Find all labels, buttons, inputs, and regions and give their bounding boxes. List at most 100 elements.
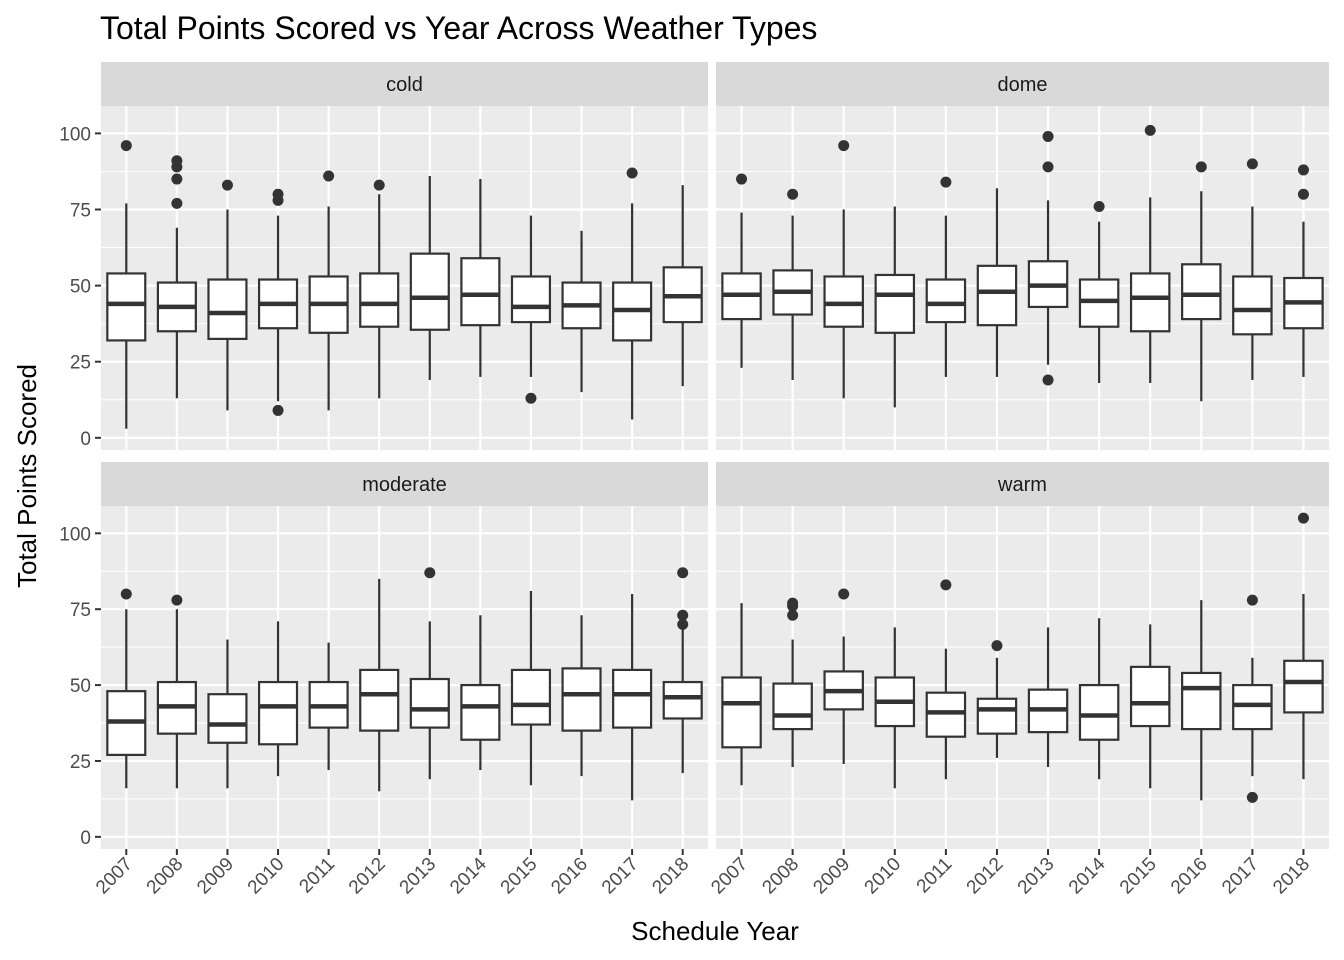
x-tick-label: 2008 <box>143 854 188 899</box>
outlier-point <box>272 188 284 200</box>
outlier-point <box>940 176 952 188</box>
outlier-point <box>272 404 284 416</box>
boxplot-box-2010 <box>874 627 916 789</box>
boxplot-box-2012 <box>976 188 1018 377</box>
boxplot-box-2017 <box>1232 158 1273 380</box>
boxplot-box-2013 <box>1027 130 1069 386</box>
x-tick-label: 2015 <box>1116 854 1161 899</box>
y-tick-label: 25 <box>70 752 91 773</box>
box-iqr <box>561 667 602 732</box>
x-tick-label: 2012 <box>963 854 1008 899</box>
boxplot-box-2014 <box>460 179 501 377</box>
outlier-point <box>838 588 850 600</box>
boxplot-box-2016 <box>1181 600 1222 801</box>
box-iqr <box>510 275 552 324</box>
y-tick-label: 0 <box>80 828 91 849</box>
boxplot-box-2015 <box>1129 624 1171 789</box>
outlier-point <box>1042 130 1054 142</box>
x-tick-label: 2010 <box>244 854 289 899</box>
box-iqr <box>1283 659 1324 714</box>
panel-background <box>716 106 1329 450</box>
facets-layer: cold 0 25 50 75 100 dome moderate 0 25 50 75 100 2007… <box>59 62 1329 898</box>
x-tick-label: 2010 <box>861 854 906 899</box>
boxplot-box-2011 <box>925 579 967 780</box>
y-axis-title: Total Points Scored <box>12 364 42 588</box>
outlier-point <box>1297 512 1309 524</box>
boxplot-box-2012 <box>976 640 1018 758</box>
y-tick-label: 75 <box>70 600 91 621</box>
box-iqr <box>1181 671 1222 731</box>
outlier-point <box>171 594 183 606</box>
box-iqr <box>612 668 653 729</box>
boxplot-box-2013 <box>409 176 450 380</box>
facet-strip <box>101 462 708 506</box>
boxplot-box-2007 <box>721 603 762 786</box>
outlier-point <box>1246 158 1258 170</box>
boxplot-box-2013 <box>1027 627 1069 768</box>
x-tick-label: 2007 <box>92 854 137 899</box>
x-tick-label: 2013 <box>1014 854 1059 899</box>
box-iqr <box>207 693 248 744</box>
x-tick-label: 2016 <box>1167 854 1212 899</box>
x-tick-label: 2015 <box>497 854 542 899</box>
boxplot-box-2011 <box>925 176 967 377</box>
facet-strip <box>716 462 1329 506</box>
boxplot-box-2016 <box>561 615 602 777</box>
outlier-point <box>787 609 799 621</box>
outlier-point <box>677 609 689 621</box>
box-iqr <box>874 273 916 334</box>
box-iqr <box>1232 275 1273 336</box>
facet-panel-cold: cold 0 25 50 75 100 <box>59 62 708 450</box>
boxplot-box-2012 <box>359 179 400 399</box>
boxplot-box-2017 <box>612 594 653 801</box>
x-tick-label: 2009 <box>809 854 854 899</box>
facet-strip-label: cold <box>386 74 423 96</box>
box-iqr <box>409 252 450 331</box>
boxplot-box-2011 <box>308 642 349 771</box>
x-tick-label: 2018 <box>648 854 693 899</box>
box-iqr <box>721 676 762 749</box>
y-tick-label: 50 <box>70 676 91 697</box>
box-iqr <box>510 668 552 726</box>
box-iqr <box>1129 665 1171 728</box>
boxplot-box-2015 <box>510 215 552 404</box>
boxplot-box-2014 <box>1078 618 1120 780</box>
facet-strip-label: moderate <box>362 474 447 496</box>
y-tick-label: 100 <box>59 124 91 145</box>
outlier-point <box>1144 124 1156 136</box>
boxplot-box-2009 <box>207 179 248 411</box>
outlier-point <box>1042 161 1054 173</box>
boxplot-box-2007 <box>106 140 147 429</box>
outlier-point <box>171 155 183 167</box>
boxplot-box-2009 <box>207 639 248 789</box>
outlier-point <box>1297 164 1309 176</box>
box-iqr <box>460 257 501 327</box>
outlier-point <box>838 140 850 152</box>
boxplot-box-2007 <box>721 173 762 368</box>
outlier-point <box>1246 791 1258 803</box>
boxplot-box-2012 <box>359 578 400 792</box>
facet-strip <box>716 62 1329 106</box>
outlier-point <box>120 588 132 600</box>
x-tick-label: 2018 <box>1269 854 1314 899</box>
box-iqr <box>460 683 501 741</box>
x-tick-label: 2011 <box>913 854 957 898</box>
box-iqr <box>359 668 400 732</box>
outlier-point <box>171 173 183 185</box>
x-tick-label: 2014 <box>1065 853 1110 898</box>
outlier-point <box>1246 594 1258 606</box>
box-iqr <box>823 275 864 328</box>
boxplot-box-2017 <box>1232 594 1273 803</box>
x-tick-label: 2007 <box>707 854 752 899</box>
outlier-point <box>373 179 385 191</box>
panel-background <box>101 106 708 450</box>
outlier-point <box>525 392 537 404</box>
outlier-point <box>1042 374 1054 386</box>
y-tick-label: 0 <box>80 429 91 450</box>
facet-strip-label: warm <box>997 474 1047 496</box>
boxplot-box-2015 <box>1129 124 1171 384</box>
boxplot-box-2008 <box>772 188 813 380</box>
boxplot-box-2008 <box>156 594 197 789</box>
x-tick-label: 2012 <box>345 854 390 899</box>
